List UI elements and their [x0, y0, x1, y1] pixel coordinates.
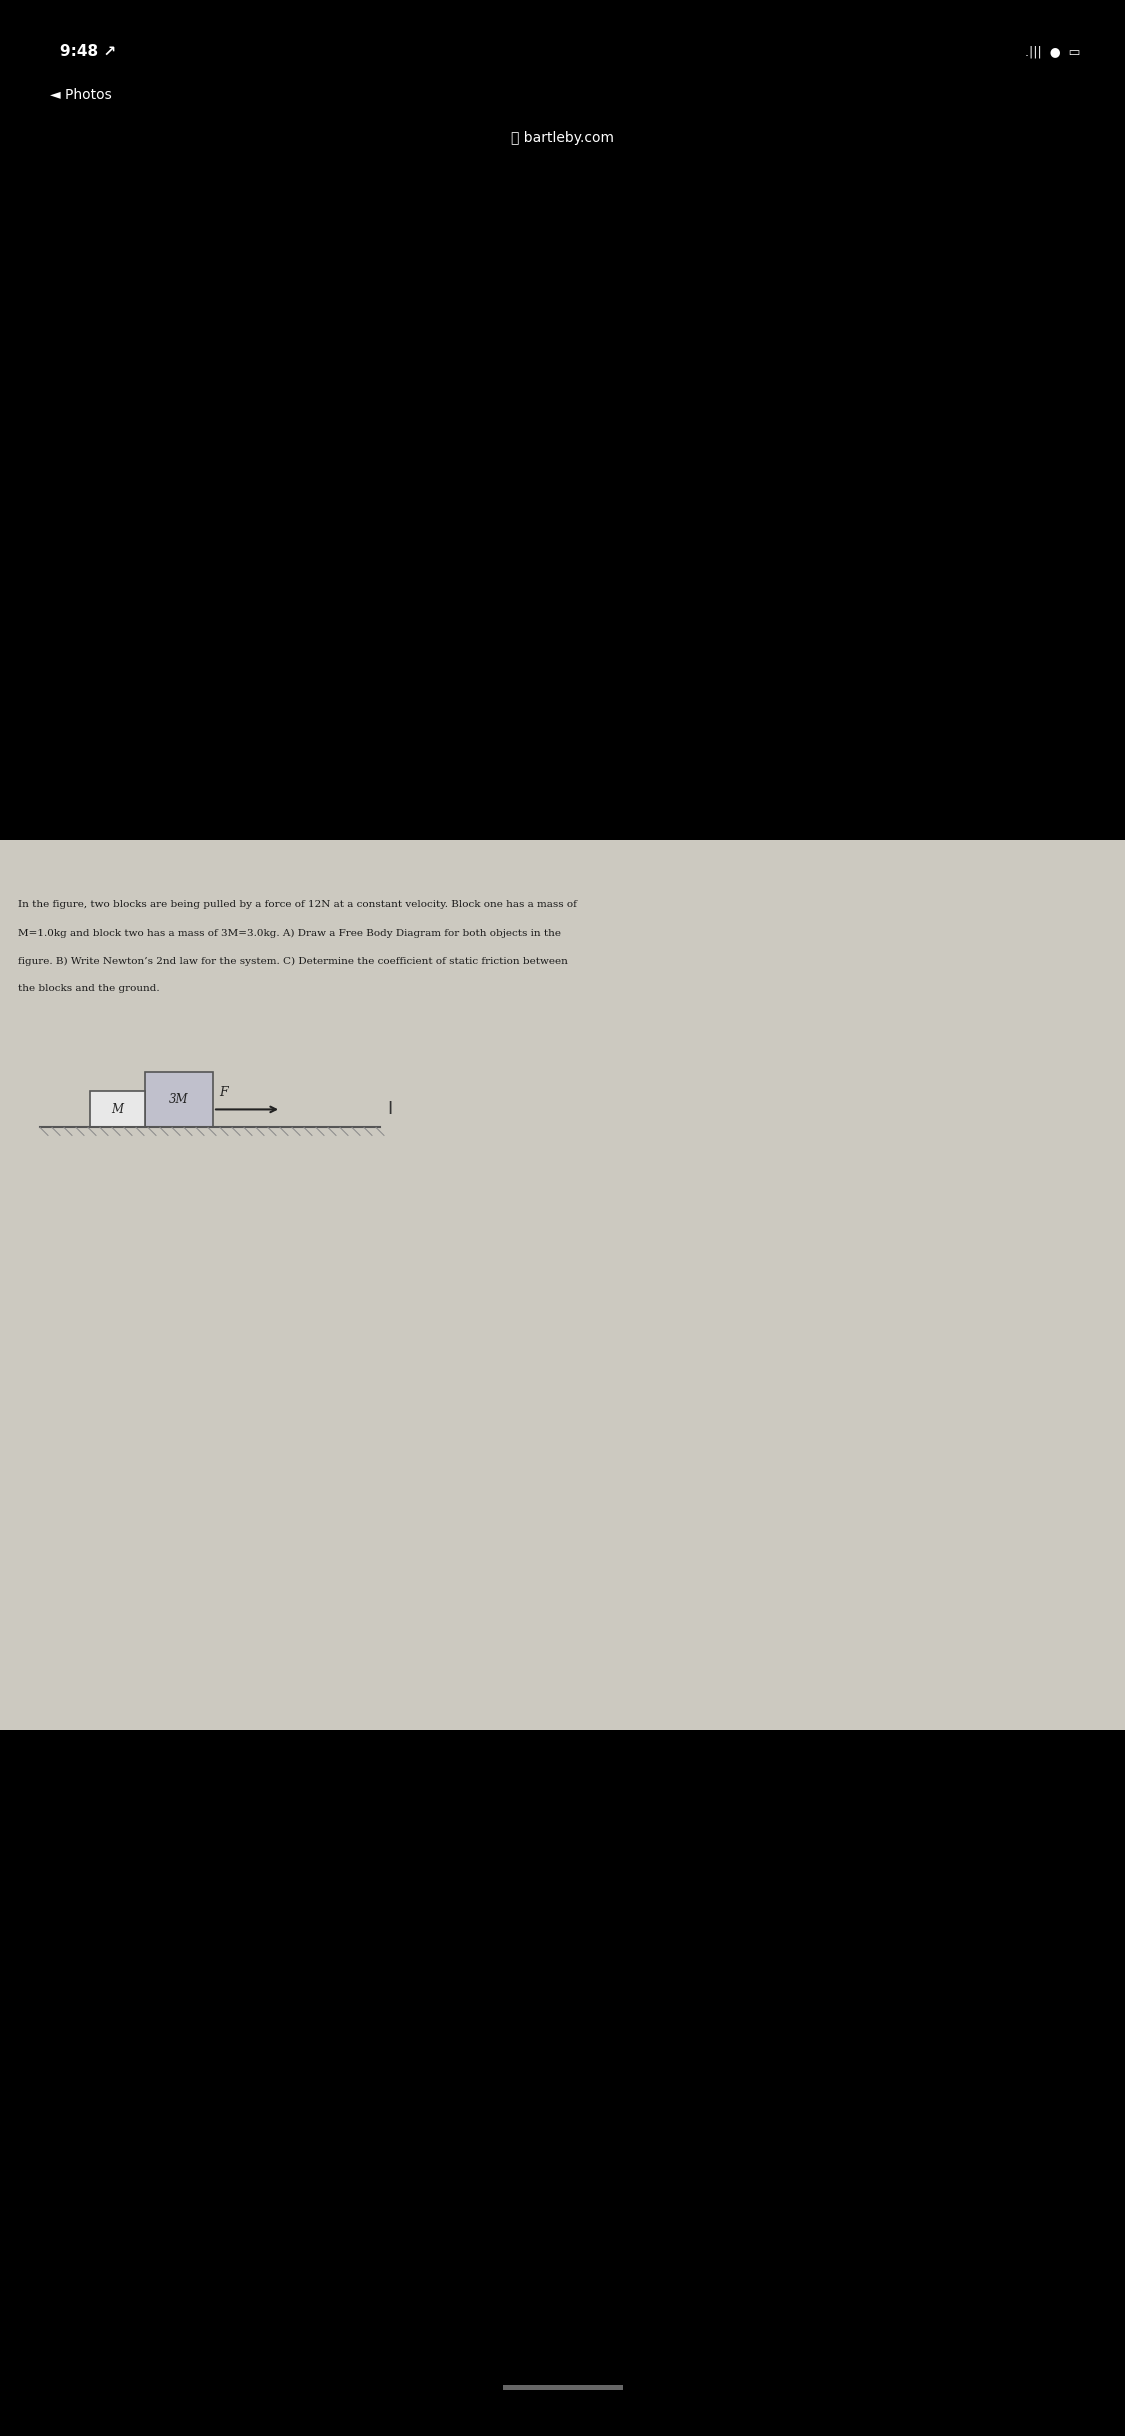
Text: M: M	[111, 1104, 124, 1116]
Text: M=1.0kg and block two has a mass of 3M=3.0kg. A) Draw a Free Body Diagram for bo: M=1.0kg and block two has a mass of 3M=3…	[18, 928, 561, 938]
Bar	[0, 840, 1125, 1730]
Text: ◄ Photos: ◄ Photos	[50, 88, 111, 102]
Bar	[503, 2385, 622, 2390]
Bar	[90, 1091, 145, 1128]
Text: I: I	[387, 1101, 393, 1118]
Text: 3M: 3M	[169, 1094, 189, 1106]
Text: the blocks and the ground.: the blocks and the ground.	[18, 984, 160, 994]
Text: 9:48 ↗: 9:48 ↗	[60, 44, 116, 58]
Text: In the figure, two blocks are being pulled by a force of 12N at a constant veloc: In the figure, two blocks are being pull…	[18, 901, 577, 909]
Text: figure. B) Write Newton’s 2nd law for the system. C) Determine the coefficient o: figure. B) Write Newton’s 2nd law for th…	[18, 957, 568, 965]
Text: 🔒 bartleby.com: 🔒 bartleby.com	[511, 132, 614, 146]
Text: F: F	[219, 1086, 227, 1099]
Text: .|||  ●  ▭: .||| ● ▭	[1025, 46, 1080, 58]
Bar	[145, 1072, 213, 1128]
